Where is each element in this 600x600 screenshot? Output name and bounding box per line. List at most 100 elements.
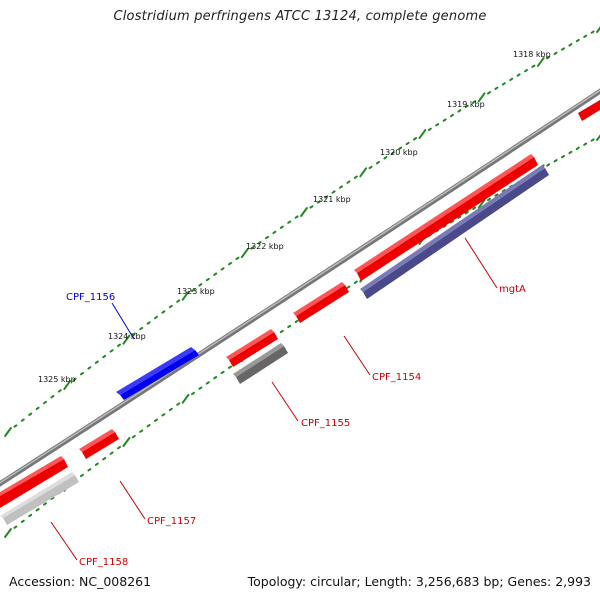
outer-ruler-minor-tick bbox=[213, 272, 218, 276]
inner-ruler-minor-tick bbox=[464, 211, 469, 215]
inner-ruler-minor-tick bbox=[501, 189, 506, 193]
outer-ruler-minor-tick bbox=[405, 141, 410, 146]
outer-ruler-minor-tick bbox=[57, 389, 62, 393]
inner-ruler-minor-tick bbox=[487, 197, 491, 202]
outer-ruler-minor-tick bbox=[28, 412, 33, 416]
inner-ruler-minor-tick bbox=[102, 457, 107, 461]
outer-ruler-minor-tick bbox=[161, 310, 166, 314]
gene-cpf-1156-block[interactable] bbox=[120, 350, 199, 400]
outer-ruler-major-tick bbox=[240, 248, 249, 259]
ruler-label-1323: 1323 kbp bbox=[177, 287, 215, 296]
gene-label-cpf-1155[interactable]: CPF_1155 bbox=[301, 418, 350, 429]
inner-ruler-minor-tick bbox=[28, 513, 33, 518]
feature-purple-block[interactable] bbox=[363, 168, 549, 299]
outer-ruler-minor-tick bbox=[228, 261, 232, 266]
outer-ruler-minor-tick bbox=[531, 64, 536, 68]
outer-ruler-minor-tick bbox=[487, 91, 491, 95]
gene-label-cpf-1157[interactable]: CPF_1157 bbox=[147, 516, 196, 527]
outer-ruler-minor-tick bbox=[583, 34, 588, 38]
inner-ruler-major-tick bbox=[181, 393, 190, 404]
ruler-label-1320: 1320 kbp bbox=[380, 148, 418, 157]
outer-ruler-minor-tick bbox=[398, 146, 403, 150]
outer-ruler-minor-tick bbox=[35, 406, 40, 411]
genome-backbone bbox=[0, 88, 600, 487]
feature-dark-gray-block-top bbox=[233, 343, 284, 377]
inner-ruler-minor-tick bbox=[546, 163, 551, 167]
leader-cpf-1155 bbox=[271, 381, 299, 422]
ruler-label-1324: 1324 kbp bbox=[108, 332, 146, 341]
inner-ruler-minor-tick bbox=[346, 285, 351, 289]
outer-ruler-minor-tick bbox=[220, 267, 225, 271]
feature-dark-gray-block[interactable] bbox=[236, 346, 288, 384]
gene-label-mgta[interactable]: mgtA bbox=[499, 284, 526, 295]
feature-light-gray-block[interactable] bbox=[3, 475, 79, 525]
outer-ruler-minor-tick bbox=[279, 225, 284, 229]
gene-cpf-1156-block-top bbox=[116, 347, 195, 395]
outer-ruler-minor-tick bbox=[494, 86, 499, 90]
outer-ruler-major-tick bbox=[477, 92, 486, 103]
inner-ruler-minor-tick bbox=[568, 150, 573, 155]
inner-ruler-minor-tick bbox=[87, 468, 92, 472]
ruler-label-1321: 1321 kbp bbox=[313, 195, 351, 204]
outer-ruler-minor-tick bbox=[516, 73, 521, 77]
outer-ruler-minor-tick bbox=[435, 123, 440, 127]
outer-ruler-ticks bbox=[4, 26, 600, 437]
outer-ruler-minor-tick bbox=[427, 127, 432, 132]
inner-ruler-minor-tick bbox=[590, 138, 595, 142]
genome-backbone-highlight bbox=[0, 89, 600, 484]
outer-ruler-minor-tick bbox=[450, 113, 454, 118]
gene-label-cpf-1154[interactable]: CPF_1154 bbox=[372, 372, 421, 383]
outer-ruler-minor-tick bbox=[324, 195, 329, 199]
gene-label-cpf-1158[interactable]: CPF_1158 bbox=[79, 557, 128, 568]
outer-ruler-major-tick bbox=[181, 290, 190, 301]
gene-label-cpf-1156[interactable]: CPF_1156 bbox=[66, 292, 115, 303]
outer-ruler-minor-tick bbox=[131, 332, 136, 336]
inner-ruler-minor-tick bbox=[205, 381, 210, 385]
accession-text: Accession: NC_008261 bbox=[9, 574, 152, 589]
inner-ruler-minor-tick bbox=[575, 146, 580, 150]
outer-ruler-minor-tick bbox=[72, 377, 77, 381]
outer-ruler-minor-tick bbox=[294, 215, 299, 219]
outer-ruler-minor-tick bbox=[272, 230, 277, 235]
leader-mgta bbox=[464, 237, 498, 289]
gene-cpf-1155-block[interactable] bbox=[229, 332, 278, 367]
ruler-label-1319: 1319 kbp bbox=[447, 100, 485, 109]
inner-ruler-major-tick bbox=[4, 528, 12, 538]
outer-ruler-minor-tick bbox=[457, 109, 462, 113]
outer-ruler-minor-tick bbox=[168, 304, 173, 309]
gene-mgta-block-top bbox=[354, 154, 534, 273]
gene-cpf-1158-block[interactable] bbox=[0, 459, 68, 508]
outer-ruler-major-tick bbox=[300, 207, 308, 217]
feature-blocks bbox=[0, 100, 600, 525]
outer-ruler-minor-tick bbox=[524, 68, 528, 73]
outer-ruler-minor-tick bbox=[561, 47, 565, 51]
ruler-label-1322: 1322 kbp bbox=[246, 242, 284, 251]
inner-ruler-minor-tick bbox=[228, 365, 232, 369]
feature-purple-block-top bbox=[360, 165, 545, 292]
outer-ruler-minor-tick bbox=[553, 51, 558, 55]
gene-cpf-1154-block[interactable] bbox=[296, 285, 349, 323]
outer-ruler-minor-tick bbox=[546, 55, 551, 60]
outer-ruler-minor-tick bbox=[13, 424, 18, 428]
inner-ruler-minor-tick bbox=[20, 519, 25, 523]
outer-ruler-minor-tick bbox=[339, 185, 343, 189]
gene-cpf-1157-block[interactable] bbox=[82, 432, 119, 459]
inner-ruler-major-tick bbox=[596, 134, 600, 141]
outer-ruler-minor-tick bbox=[509, 77, 514, 82]
inner-ruler-minor-tick bbox=[294, 319, 299, 324]
outer-ruler-minor-tick bbox=[20, 418, 25, 422]
inner-ruler-minor-tick bbox=[43, 502, 47, 506]
ruler-label-1318: 1318 kbp bbox=[513, 50, 551, 59]
outer-ruler-minor-tick bbox=[413, 137, 417, 141]
ruler-labels: 1318 kbp 1319 kbp 1320 kbp 1321 kbp 1322… bbox=[38, 50, 551, 384]
inner-ruler-minor-tick bbox=[198, 386, 203, 390]
inner-ruler-minor-tick bbox=[80, 473, 84, 478]
inner-ruler-minor-tick bbox=[583, 142, 588, 146]
leader-cpf-1158 bbox=[50, 521, 78, 561]
gene-cpf-1155-block-top bbox=[226, 329, 274, 360]
inner-ruler-minor-tick bbox=[279, 329, 284, 334]
gene-mgta-block[interactable] bbox=[357, 157, 538, 281]
gene-edge-block[interactable] bbox=[578, 100, 600, 121]
gene-cpf-1154-block-top bbox=[293, 282, 345, 316]
inner-ruler-minor-tick bbox=[176, 402, 181, 406]
